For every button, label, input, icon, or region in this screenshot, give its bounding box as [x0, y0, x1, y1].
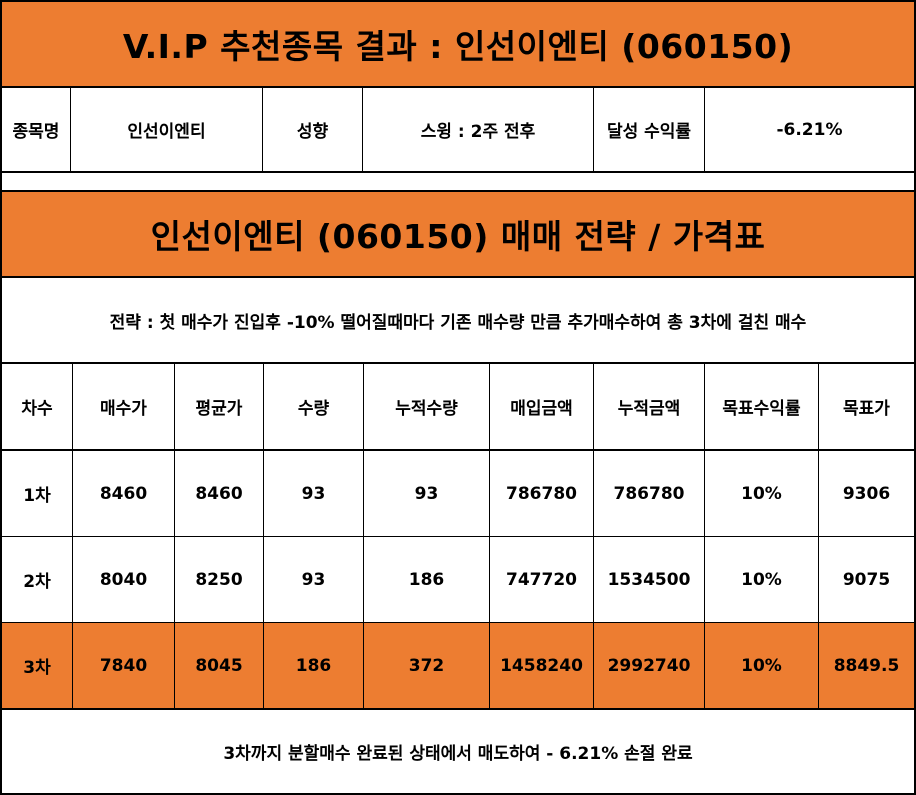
strategy-description: 전략 : 첫 매수가 진입후 -10% 떨어질때마다 기존 매수량 만큼 추가매…	[109, 312, 807, 333]
name-label: 종목명	[2, 88, 71, 171]
type-value: 스윙 : 2주 전후	[363, 88, 594, 171]
cell-buy-amount: 1458240	[490, 623, 594, 708]
header-cum-qty: 누적수량	[364, 364, 490, 449]
name-value: 인선이엔티	[71, 88, 263, 171]
cell-round: 1차	[2, 451, 73, 536]
strategy-title: 인선이엔티 (060150) 매매 전략 / 가격표	[150, 217, 766, 256]
table-row: 1차 8460 8460 93 93 786780 786780 10% 930…	[0, 451, 916, 536]
cell-cum-qty: 372	[364, 623, 490, 708]
cell-buy-amount: 747720	[490, 537, 594, 622]
header-avg-price: 평균가	[175, 364, 264, 449]
cell-target-return: 10%	[705, 623, 819, 708]
strategy-desc-row: 전략 : 첫 매수가 진입후 -10% 떨어질때마다 기존 매수량 만큼 추가매…	[0, 278, 916, 362]
header-buy-amount: 매입금액	[490, 364, 594, 449]
footer-row: 3차까지 분할매수 완료된 상태에서 매도하여 - 6.21% 손절 완료	[0, 710, 916, 793]
cell-cum-amount: 2992740	[594, 623, 705, 708]
cell-qty: 93	[264, 451, 364, 536]
cell-target-return: 10%	[705, 537, 819, 622]
cell-target-price: 9075	[842, 569, 891, 590]
table-row-highlighted: 3차 7840 8045 186 372 1458240 2992740 10%…	[0, 623, 916, 708]
cell-cum-qty: 186	[364, 537, 490, 622]
header-target-return: 목표수익률	[705, 364, 819, 449]
table-header: 차수 매수가 평균가 수량 누적수량 매입금액 누적금액 목표수익률 목표가	[0, 364, 916, 449]
cell-target-price: 8849.5	[833, 655, 900, 676]
header-cum-amount: 누적금액	[594, 364, 705, 449]
header-target-price: 목표가	[843, 399, 890, 419]
header-buy-price: 매수가	[73, 364, 175, 449]
cell-round: 3차	[2, 623, 73, 708]
return-label: 달성 수익률	[594, 88, 705, 171]
cell-cum-amount: 786780	[594, 451, 705, 536]
footer-note: 3차까지 분할매수 완료된 상태에서 매도하여 - 6.21% 손절 완료	[223, 744, 693, 764]
cell-cum-amount: 1534500	[594, 537, 705, 622]
cell-round: 2차	[2, 537, 73, 622]
cell-buy-price: 7840	[73, 623, 175, 708]
cell-qty: 186	[264, 623, 364, 708]
cell-buy-price: 8460	[73, 451, 175, 536]
info-row: 종목명 인선이엔티 성향 스윙 : 2주 전후 달성 수익률 -6.21%	[0, 88, 916, 171]
cell-qty: 93	[264, 537, 364, 622]
cell-avg-price: 8250	[175, 537, 264, 622]
spacer-row	[0, 173, 916, 190]
cell-target-price: 9306	[842, 483, 891, 504]
return-value: -6.21%	[776, 119, 843, 140]
cell-buy-price: 8040	[73, 537, 175, 622]
table-row: 2차 8040 8250 93 186 747720 1534500 10% 9…	[0, 537, 916, 622]
strategy-banner: 인선이엔티 (060150) 매매 전략 / 가격표	[0, 192, 916, 276]
page-title: V.I.P 추천종목 결과 : 인선이엔티 (060150)	[122, 27, 794, 66]
type-label: 성향	[263, 88, 363, 171]
cell-buy-amount: 786780	[490, 451, 594, 536]
header-qty: 수량	[264, 364, 364, 449]
header-round: 차수	[2, 364, 73, 449]
cell-target-return: 10%	[705, 451, 819, 536]
cell-cum-qty: 93	[364, 451, 490, 536]
cell-avg-price: 8045	[175, 623, 264, 708]
title-banner: V.I.P 추천종목 결과 : 인선이엔티 (060150)	[0, 2, 916, 86]
cell-avg-price: 8460	[175, 451, 264, 536]
